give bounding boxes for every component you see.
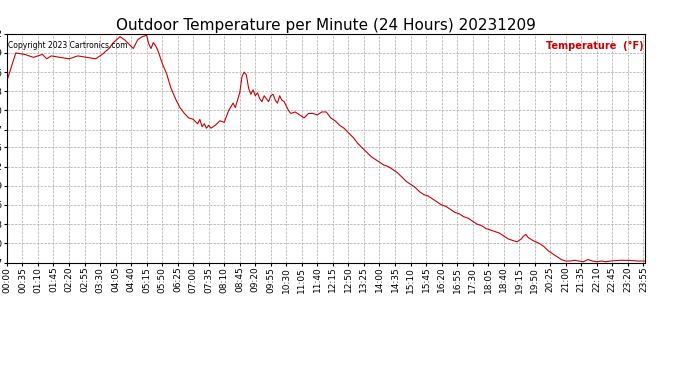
Text: Temperature  (°F): Temperature (°F): [546, 40, 644, 51]
Text: Copyright 2023 Cartronics.com: Copyright 2023 Cartronics.com: [8, 40, 128, 50]
Title: Outdoor Temperature per Minute (24 Hours) 20231209: Outdoor Temperature per Minute (24 Hours…: [116, 18, 536, 33]
